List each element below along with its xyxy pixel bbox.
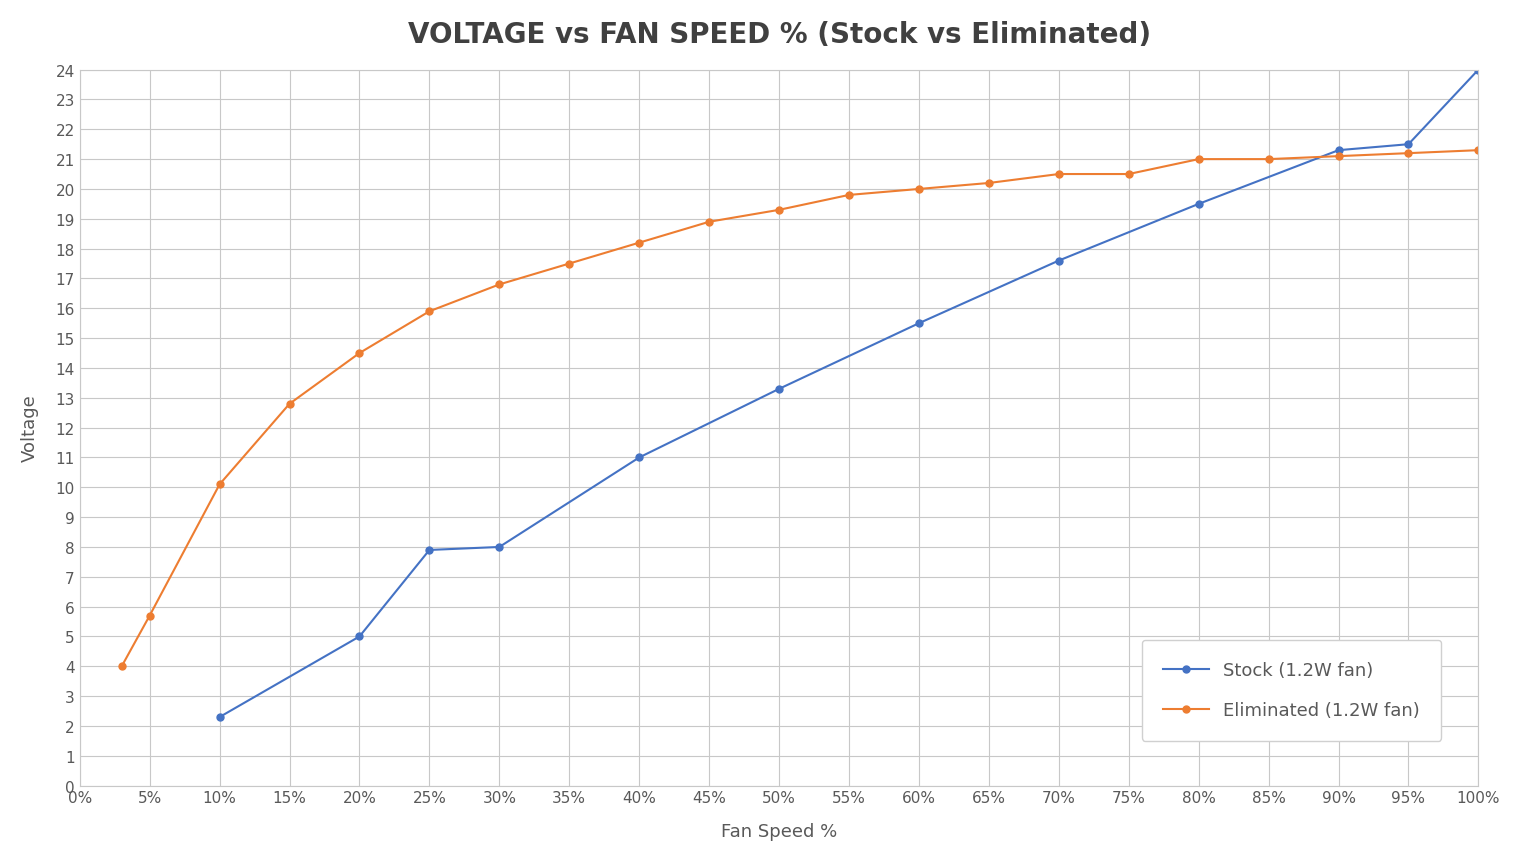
Eliminated (1.2W fan) <box>1049 170 1068 180</box>
Stock (1.2W fan) <box>1049 256 1068 266</box>
Eliminated (1.2W fan) <box>350 349 368 359</box>
Eliminated (1.2W fan) <box>560 259 578 269</box>
Stock (1.2W fan) <box>1189 200 1208 210</box>
Stock (1.2W fan) <box>210 712 228 722</box>
Stock (1.2W fan) <box>1329 146 1348 156</box>
Eliminated (1.2W fan) <box>1189 155 1208 165</box>
Eliminated (1.2W fan) <box>910 184 928 195</box>
Eliminated (1.2W fan) <box>210 480 228 490</box>
Stock (1.2W fan) <box>770 384 788 394</box>
Eliminated (1.2W fan) <box>1469 146 1488 156</box>
Stock (1.2W fan) <box>490 542 508 553</box>
Legend: Stock (1.2W fan), Eliminated (1.2W fan): Stock (1.2W fan), Eliminated (1.2W fan) <box>1142 640 1442 741</box>
Stock (1.2W fan) <box>910 319 928 329</box>
Eliminated (1.2W fan) <box>840 190 858 201</box>
Eliminated (1.2W fan) <box>1119 170 1138 180</box>
Stock (1.2W fan) <box>1469 65 1488 76</box>
Line: Stock (1.2W fan): Stock (1.2W fan) <box>216 67 1481 721</box>
Eliminated (1.2W fan) <box>490 280 508 290</box>
Eliminated (1.2W fan) <box>113 661 131 672</box>
Stock (1.2W fan) <box>350 632 368 642</box>
Eliminated (1.2W fan) <box>770 206 788 216</box>
X-axis label: Fan Speed %: Fan Speed % <box>721 822 837 840</box>
Stock (1.2W fan) <box>420 545 438 555</box>
Eliminated (1.2W fan) <box>700 217 718 227</box>
Eliminated (1.2W fan) <box>630 238 648 249</box>
Eliminated (1.2W fan) <box>140 610 158 621</box>
Eliminated (1.2W fan) <box>1329 152 1348 162</box>
Eliminated (1.2W fan) <box>1399 149 1418 159</box>
Line: Eliminated (1.2W fan): Eliminated (1.2W fan) <box>119 147 1481 670</box>
Y-axis label: Voltage: Voltage <box>21 394 40 462</box>
Title: VOLTAGE vs FAN SPEED % (Stock vs Eliminated): VOLTAGE vs FAN SPEED % (Stock vs Elimina… <box>408 21 1151 49</box>
Stock (1.2W fan) <box>630 453 648 463</box>
Stock (1.2W fan) <box>1399 139 1418 150</box>
Eliminated (1.2W fan) <box>1259 155 1278 165</box>
Eliminated (1.2W fan) <box>280 400 298 410</box>
Eliminated (1.2W fan) <box>980 178 998 189</box>
Eliminated (1.2W fan) <box>420 307 438 317</box>
